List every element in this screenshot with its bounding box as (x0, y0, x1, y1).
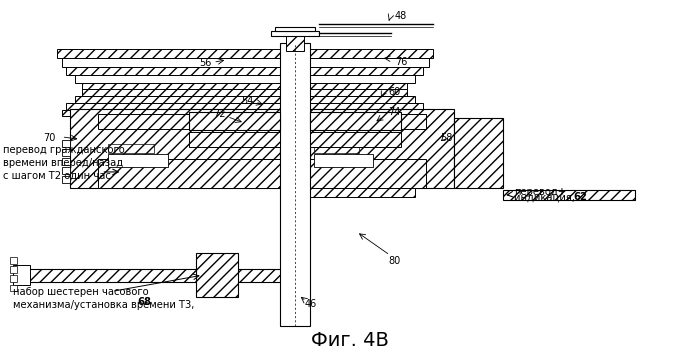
Text: 80: 80 (388, 256, 401, 266)
Bar (297, 188, 308, 210)
Bar (17, 269, 283, 282)
Text: перевод гражданского
времени вперед/назад
с шагом T2 один час: перевод гражданского времени вперед/наза… (3, 146, 125, 180)
Bar (10, 257, 17, 264)
Bar (280, 43, 310, 326)
Bar (298, 210, 310, 226)
Bar (108, 154, 168, 167)
Text: 70: 70 (43, 132, 56, 143)
Bar (310, 159, 426, 188)
Bar (310, 58, 429, 67)
Bar (310, 132, 401, 147)
Bar (70, 109, 280, 188)
Bar (310, 83, 407, 89)
Bar (57, 49, 280, 58)
Bar (314, 154, 373, 167)
Bar (310, 103, 423, 110)
Bar (189, 132, 280, 147)
Bar (189, 112, 280, 130)
Bar (62, 149, 70, 156)
Bar (282, 188, 293, 210)
Bar (10, 275, 17, 282)
Bar (310, 49, 433, 58)
Text: 76: 76 (395, 56, 408, 67)
Bar (286, 29, 304, 51)
Bar (310, 67, 423, 75)
Bar (82, 89, 280, 96)
Bar (310, 188, 415, 197)
Bar (310, 109, 454, 188)
Bar (10, 285, 17, 291)
Text: 62: 62 (573, 192, 587, 202)
Bar (503, 190, 635, 200)
Bar (62, 176, 70, 183)
Text: индикация,: индикация, (514, 192, 578, 202)
Bar (108, 144, 154, 153)
Bar (314, 144, 359, 153)
Text: перевод+: перевод+ (514, 187, 566, 197)
Bar (75, 75, 280, 83)
Bar (310, 75, 415, 83)
Bar (196, 253, 238, 297)
Bar (62, 58, 280, 67)
Bar (310, 96, 415, 103)
Bar (66, 67, 280, 75)
Bar (13, 265, 30, 285)
Text: 60: 60 (388, 87, 401, 97)
Text: 54: 54 (241, 96, 254, 106)
Text: набор шестерен часового
механизма/установка времени T3,: набор шестерен часового механизма/устано… (13, 287, 194, 310)
Text: 48: 48 (395, 11, 408, 21)
Bar (280, 210, 292, 226)
Bar (310, 89, 407, 96)
Bar (62, 167, 70, 174)
Bar (454, 118, 503, 188)
Bar (10, 266, 17, 273)
Bar (275, 27, 315, 31)
Bar (62, 110, 280, 116)
Text: 68: 68 (137, 297, 151, 307)
Text: Фиг. 4В: Фиг. 4В (310, 331, 389, 350)
Bar (271, 31, 319, 36)
Bar (310, 112, 401, 130)
Text: 56: 56 (199, 58, 212, 68)
Text: 46: 46 (304, 299, 317, 309)
Bar (98, 114, 280, 129)
Text: 58: 58 (440, 132, 453, 143)
Text: 72: 72 (213, 109, 226, 119)
Text: 74: 74 (388, 107, 401, 117)
Bar (62, 140, 70, 147)
Bar (75, 96, 280, 103)
Bar (62, 158, 70, 165)
Bar (82, 83, 280, 89)
Bar (310, 110, 429, 116)
Bar (98, 159, 280, 188)
Bar (310, 114, 426, 129)
Bar (66, 103, 280, 110)
